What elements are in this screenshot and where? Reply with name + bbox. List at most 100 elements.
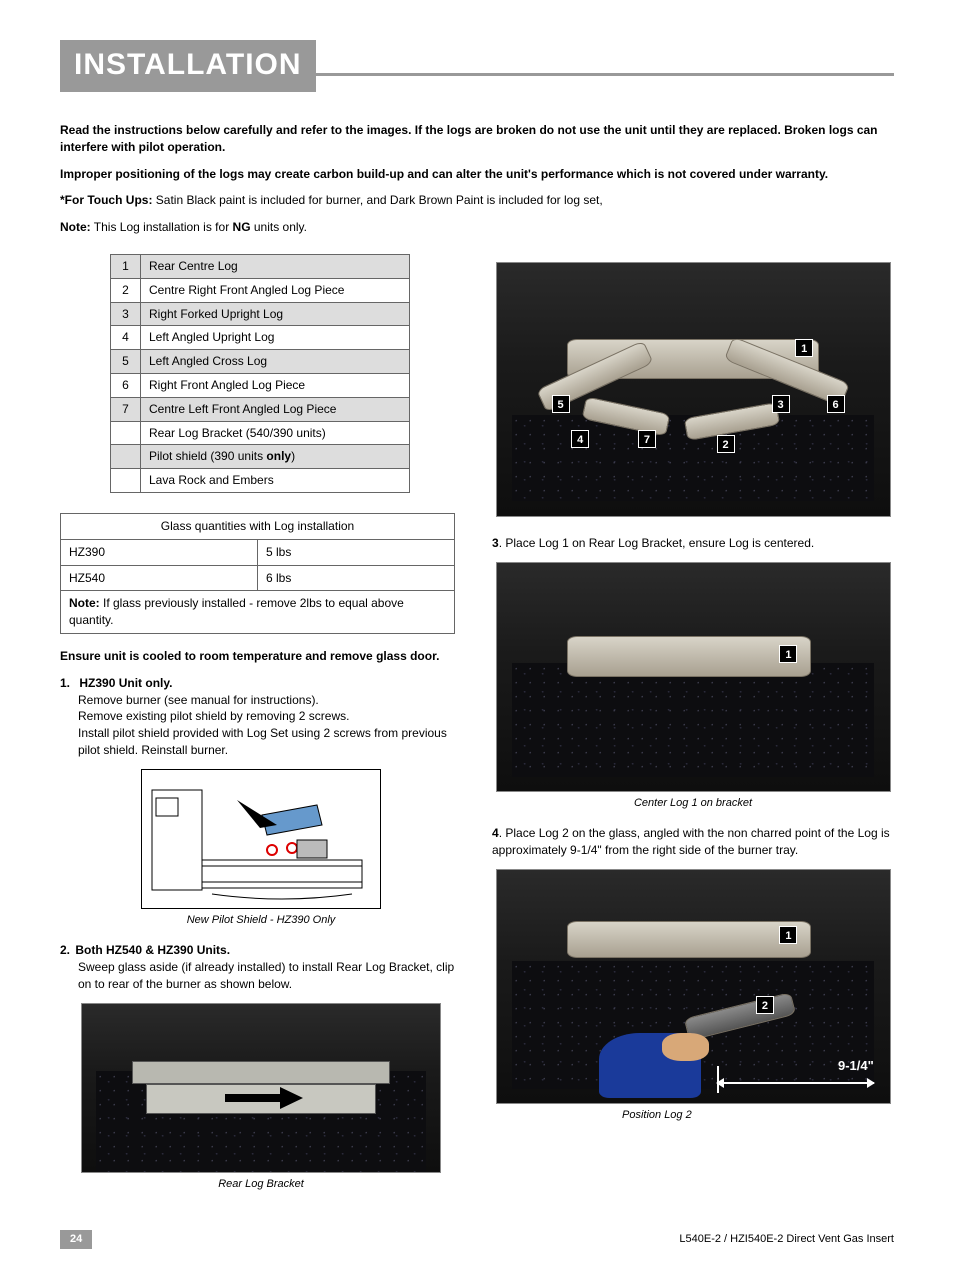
step1-body: Remove burner (see manual for instructio… xyxy=(60,692,462,759)
log-name: Lava Rock and Embers xyxy=(141,469,410,493)
badge-2: 2 xyxy=(717,435,735,453)
log-name: Centre Right Front Angled Log Piece xyxy=(141,278,410,302)
glass-model: HZ540 xyxy=(61,565,258,591)
intro-touchup: *For Touch Ups: Satin Black paint is inc… xyxy=(60,192,894,209)
content-columns: 1Rear Centre Log2Centre Right Front Angl… xyxy=(60,254,894,1206)
table-row: 6Right Front Angled Log Piece xyxy=(111,373,410,397)
glass-qty: 5 lbs xyxy=(258,539,455,565)
glass-table-note: Note: If glass previously installed - re… xyxy=(61,591,455,634)
glass-model: HZ390 xyxy=(61,539,258,565)
step3-num: 3 xyxy=(492,536,499,550)
page-title: INSTALLATION xyxy=(60,40,316,92)
arrow-icon xyxy=(225,1084,305,1114)
table-row: 3Right Forked Upright Log xyxy=(111,302,410,326)
touchup-label: *For Touch Ups: xyxy=(60,193,152,207)
figure-center-log1-caption: Center Log 1 on bracket xyxy=(492,796,894,811)
figure-overview: 1 5 3 6 4 7 2 xyxy=(496,262,891,517)
step-2: 2. Both HZ540 & HZ390 Units. Sweep glass… xyxy=(60,942,462,992)
badge-7: 7 xyxy=(638,430,656,448)
table-row: 4Left Angled Upright Log xyxy=(111,326,410,350)
table-row: HZ5406 lbs xyxy=(61,565,455,591)
dimension-label: 9-1/4" xyxy=(838,1057,874,1075)
log-name: Rear Centre Log xyxy=(141,254,410,278)
glass-qty: 6 lbs xyxy=(258,565,455,591)
table-row: 1Rear Centre Log xyxy=(111,254,410,278)
figure-rear-bracket xyxy=(81,1003,441,1173)
log-number xyxy=(111,469,141,493)
right-column: 1 5 3 6 4 7 2 3. Place Log 1 on Rear Log… xyxy=(492,254,894,1206)
ember-bed xyxy=(512,663,874,777)
log-number xyxy=(111,421,141,445)
note-label: Note: xyxy=(60,220,91,234)
badge-3: 3 xyxy=(772,395,790,413)
figure-center-log1: 1 xyxy=(496,562,891,792)
log-name: Right Forked Upright Log xyxy=(141,302,410,326)
log-number xyxy=(111,445,141,469)
step2-title: Both HZ540 & HZ390 Units. xyxy=(75,943,230,957)
step4-text: . Place Log 2 on the glass, angled with … xyxy=(492,826,890,857)
intro-note: Note: This Log installation is for NG un… xyxy=(60,219,894,236)
page-number: 24 xyxy=(60,1230,92,1249)
glass-table-header: Glass quantities with Log installation xyxy=(61,513,455,539)
step-4: 4. Place Log 2 on the glass, angled with… xyxy=(492,825,894,859)
page-footer: 24 L540E-2 / HZI540E-2 Direct Vent Gas I… xyxy=(60,1230,894,1249)
step1-title: HZ390 Unit only. xyxy=(79,676,172,690)
log-number: 7 xyxy=(111,397,141,421)
log-name: Pilot shield (390 units only) xyxy=(141,445,410,469)
badge-4: 4 xyxy=(571,430,589,448)
log-number: 4 xyxy=(111,326,141,350)
badge-5: 5 xyxy=(552,395,570,413)
badge-6: 6 xyxy=(827,395,845,413)
dim-tick xyxy=(717,1066,719,1094)
step1-num: 1. xyxy=(60,676,70,690)
table-row: Pilot shield (390 units only) xyxy=(111,445,410,469)
log-number: 6 xyxy=(111,373,141,397)
log-name: Right Front Angled Log Piece xyxy=(141,373,410,397)
figure-rear-bracket-caption: Rear Log Bracket xyxy=(60,1177,462,1192)
section-header: INSTALLATION xyxy=(60,40,894,92)
footer-text: L540E-2 / HZI540E-2 Direct Vent Gas Inse… xyxy=(679,1232,894,1247)
log-name: Left Angled Upright Log xyxy=(141,326,410,350)
table-row: Rear Log Bracket (540/390 units) xyxy=(111,421,410,445)
log-name: Rear Log Bracket (540/390 units) xyxy=(141,421,410,445)
intro-block: Read the instructions below carefully an… xyxy=(60,122,894,236)
intro-warning-1: Read the instructions below carefully an… xyxy=(60,122,894,156)
table-row: 2Centre Right Front Angled Log Piece xyxy=(111,278,410,302)
table-row: Lava Rock and Embers xyxy=(111,469,410,493)
figure-position-log2-caption: Position Log 2 xyxy=(492,1108,894,1123)
table-row: 5Left Angled Cross Log xyxy=(111,350,410,374)
log-number: 2 xyxy=(111,278,141,302)
bracket-bar xyxy=(132,1061,390,1085)
dimension-arrow xyxy=(717,1082,874,1084)
step2-num: 2. xyxy=(60,943,70,957)
hand-shape xyxy=(662,1033,709,1061)
table-row: 7Centre Left Front Angled Log Piece xyxy=(111,397,410,421)
badge-1: 1 xyxy=(795,339,813,357)
log-number: 5 xyxy=(111,350,141,374)
ensure-text: Ensure unit is cooled to room temperatur… xyxy=(60,648,462,665)
left-column: 1Rear Centre Log2Centre Right Front Angl… xyxy=(60,254,462,1206)
log-number: 3 xyxy=(111,302,141,326)
pilot-shield-svg xyxy=(142,770,382,910)
figure-pilot-shield xyxy=(141,769,381,909)
badge-2: 2 xyxy=(756,996,774,1014)
log-number: 1 xyxy=(111,254,141,278)
figure-pilot-shield-caption: New Pilot Shield - HZ390 Only xyxy=(60,913,462,928)
header-rule xyxy=(315,40,894,76)
log-shape xyxy=(567,636,811,677)
table-row: HZ3905 lbs xyxy=(61,539,455,565)
log-name: Centre Left Front Angled Log Piece xyxy=(141,397,410,421)
step4-num: 4 xyxy=(492,826,499,840)
step-1: 1. HZ390 Unit only. Remove burner (see m… xyxy=(60,675,462,759)
log-shape xyxy=(567,921,811,958)
step3-text: . Place Log 1 on Rear Log Bracket, ensur… xyxy=(499,536,815,550)
step2-body: Sweep glass aside (if already installed)… xyxy=(60,959,462,993)
touchup-text: Satin Black paint is included for burner… xyxy=(152,193,602,207)
glass-quantity-table: Glass quantities with Log installation H… xyxy=(60,513,455,634)
log-name: Left Angled Cross Log xyxy=(141,350,410,374)
step-3: 3. Place Log 1 on Rear Log Bracket, ensu… xyxy=(492,535,894,552)
badge-1: 1 xyxy=(779,926,797,944)
badge-1: 1 xyxy=(779,645,797,663)
intro-warning-2: Improper positioning of the logs may cre… xyxy=(60,166,894,183)
log-parts-table: 1Rear Centre Log2Centre Right Front Angl… xyxy=(110,254,410,493)
